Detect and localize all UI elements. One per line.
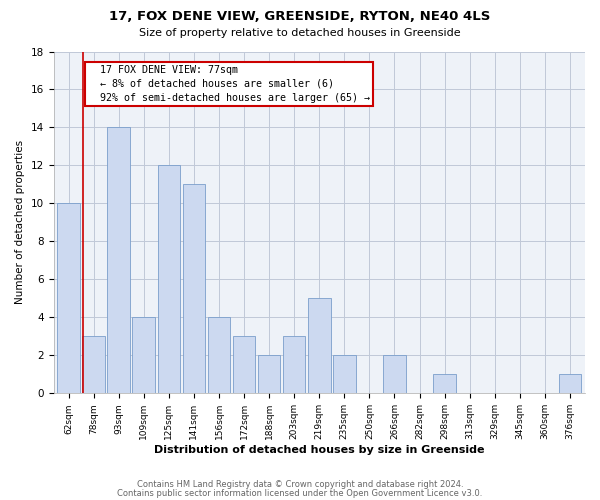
Bar: [308, 298, 331, 394]
Bar: [158, 166, 180, 394]
Bar: [82, 336, 105, 394]
Bar: [258, 356, 280, 394]
Bar: [133, 318, 155, 394]
Bar: [383, 356, 406, 394]
Bar: [208, 318, 230, 394]
Text: Size of property relative to detached houses in Greenside: Size of property relative to detached ho…: [139, 28, 461, 38]
Bar: [182, 184, 205, 394]
Bar: [433, 374, 456, 394]
Y-axis label: Number of detached properties: Number of detached properties: [15, 140, 25, 304]
X-axis label: Distribution of detached houses by size in Greenside: Distribution of detached houses by size …: [154, 445, 485, 455]
Text: Contains HM Land Registry data © Crown copyright and database right 2024.: Contains HM Land Registry data © Crown c…: [137, 480, 463, 489]
Bar: [559, 374, 581, 394]
Text: Contains public sector information licensed under the Open Government Licence v3: Contains public sector information licen…: [118, 489, 482, 498]
Bar: [57, 204, 80, 394]
Bar: [233, 336, 256, 394]
Text: 17 FOX DENE VIEW: 77sqm
  ← 8% of detached houses are smaller (6)
  92% of semi-: 17 FOX DENE VIEW: 77sqm ← 8% of detached…: [88, 65, 370, 103]
Bar: [283, 336, 305, 394]
Bar: [333, 356, 356, 394]
Bar: [107, 128, 130, 394]
Text: 17, FOX DENE VIEW, GREENSIDE, RYTON, NE40 4LS: 17, FOX DENE VIEW, GREENSIDE, RYTON, NE4…: [109, 10, 491, 23]
